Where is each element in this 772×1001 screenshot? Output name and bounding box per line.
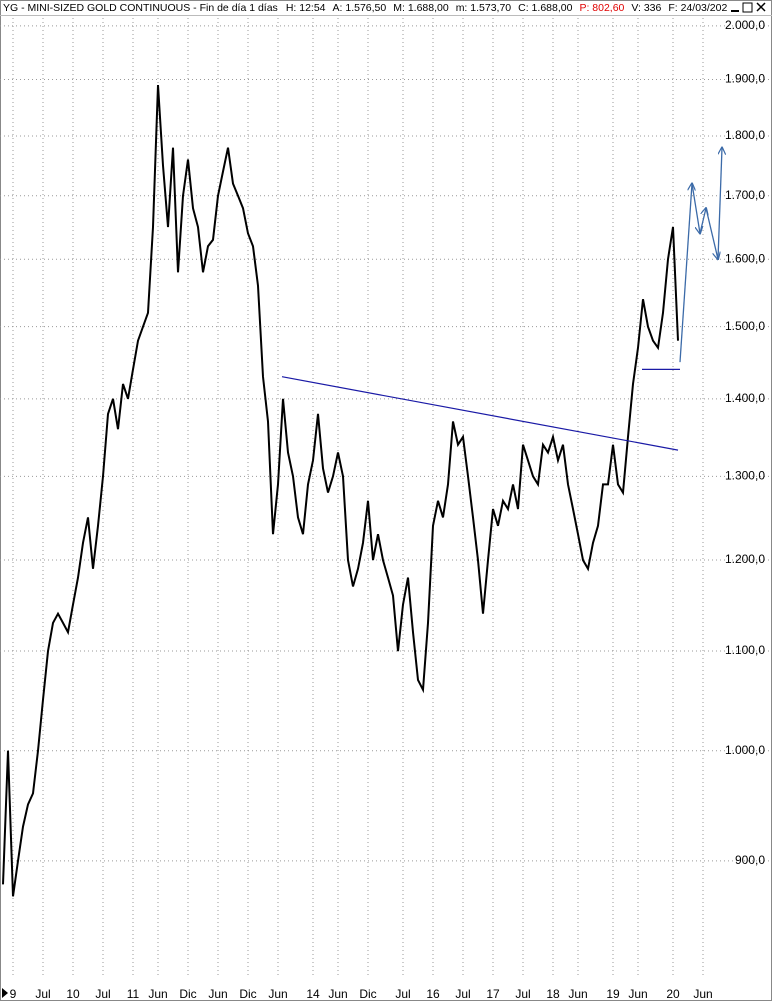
x-tick-label: 16 (426, 987, 440, 1001)
header-field: C: 1.688,00 (518, 2, 572, 14)
x-tick-label: Jun (693, 987, 712, 1001)
header-field: A: 1.576,50 (333, 2, 387, 14)
x-tick-label: Dic (239, 987, 256, 1001)
y-tick-label: 1.800,0 (725, 128, 765, 142)
x-tick-label: Dic (359, 987, 376, 1001)
header-field: V: 336 (631, 2, 661, 14)
scroll-arrow[interactable] (2, 988, 8, 998)
y-tick-label: 1.200,0 (725, 552, 765, 566)
x-tick-label: Jul (95, 987, 110, 1001)
x-tick-label: 9 (10, 987, 17, 1001)
x-tick-label: 14 (306, 987, 320, 1001)
y-tick-label: 1.600,0 (725, 251, 765, 265)
y-tick-label: 2.000,0 (725, 18, 765, 32)
y-tick-label: 1.300,0 (725, 469, 765, 483)
window-buttons (731, 2, 766, 13)
y-tick-label: 1.100,0 (725, 643, 765, 657)
header-field: m: 1.573,70 (456, 2, 512, 14)
x-tick-label: Dic (179, 987, 196, 1001)
x-tick-label: 10 (66, 987, 80, 1001)
x-tick-label: 17 (486, 987, 500, 1001)
x-tick-label: Jul (515, 987, 530, 1001)
x-tick-label: Jun (628, 987, 647, 1001)
x-tick-label: 18 (546, 987, 560, 1001)
x-tick-label: Jun (268, 987, 287, 1001)
y-tick-label: 900,0 (735, 853, 765, 867)
y-tick-label: 1.900,0 (725, 72, 765, 86)
chart-title: YG - MINI-SIZED GOLD CONTINUOUS - Fin de… (3, 2, 278, 14)
projection-arrow (691, 183, 700, 234)
x-tick-label: Jun (148, 987, 167, 1001)
x-tick-label: 20 (666, 987, 680, 1001)
projection-arrow (717, 148, 722, 260)
header-field: P: 802,60 (579, 2, 624, 14)
header-field: F: 24/03/202 (668, 2, 727, 14)
x-tick-label: 11 (127, 987, 140, 1001)
x-tick-label: Jun (208, 987, 227, 1001)
projection-arrow (699, 208, 706, 234)
close-button[interactable] (756, 2, 766, 12)
x-tick-label: Jul (395, 987, 410, 1001)
header: YG - MINI-SIZED GOLD CONTINUOUS - Fin de… (3, 2, 727, 14)
x-tick-label: Jul (35, 987, 50, 1001)
y-tick-label: 1.500,0 (725, 319, 765, 333)
y-tick-label: 1.000,0 (725, 743, 765, 757)
projection-arrow (679, 184, 692, 363)
trend-line (281, 376, 679, 451)
projection-arrow (705, 208, 718, 259)
x-tick-label: Jul (455, 987, 470, 1001)
x-tick-label: Jun (568, 987, 587, 1001)
header-field: H: 12:54 (286, 2, 326, 14)
x-tick-label: Jun (328, 987, 347, 1001)
maximize-button[interactable] (742, 2, 753, 13)
y-tick-label: 1.400,0 (725, 391, 765, 405)
header-field: M: 1.688,00 (393, 2, 449, 14)
y-tick-label: 1.700,0 (725, 188, 765, 202)
price-line (2, 84, 679, 897)
x-tick-label: 19 (606, 987, 620, 1001)
